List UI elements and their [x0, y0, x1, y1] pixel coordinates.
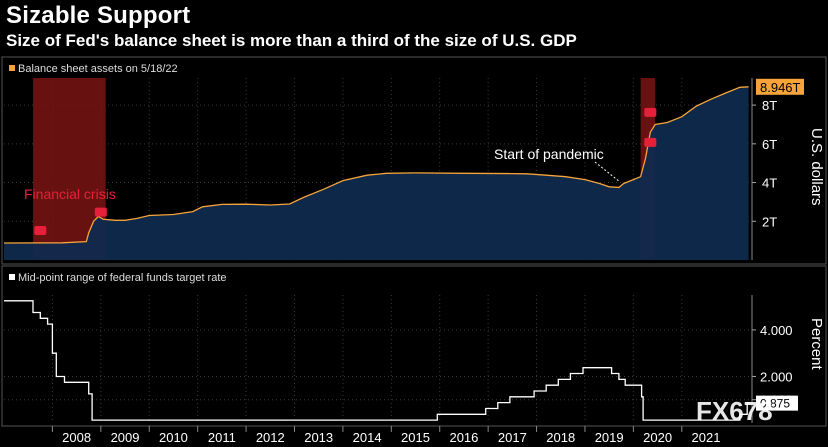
- financial-crisis-annotation: Financial crisis: [24, 186, 116, 202]
- x-tick-label-2020: 2020: [643, 430, 672, 445]
- balance-legend-swatch: [9, 65, 15, 71]
- x-tick-label-2019: 2019: [595, 430, 624, 445]
- event-marker-1: [94, 207, 107, 217]
- x-tick-label-2016: 2016: [449, 430, 478, 445]
- rate-legend-label: Mid-point range of federal funds target …: [18, 272, 227, 284]
- balance-legend-label: Balance sheet assets on 5/18/22: [18, 63, 178, 75]
- watermark: FX678: [696, 396, 773, 426]
- x-tick-label-2015: 2015: [401, 430, 430, 445]
- x-tick-label-2012: 2012: [256, 430, 285, 445]
- bottom-y-axis-title: Percent: [808, 318, 825, 371]
- pandemic-annotation: Start of pandemic: [494, 146, 604, 162]
- x-tick-label-2010: 2010: [159, 430, 188, 445]
- top-ytick-label-1: 4T: [762, 176, 777, 191]
- balance-last-value-label: 8.946T: [760, 80, 801, 95]
- balance-last-value-badge: [756, 78, 804, 95]
- bottom-ytick-label-2: 4.000: [760, 323, 793, 338]
- x-tick-label-2021: 2021: [692, 430, 721, 445]
- rate-legend-swatch: [9, 274, 15, 280]
- top-ytick-label-2: 6T: [762, 137, 777, 152]
- event-marker-3: [644, 137, 657, 147]
- x-tick-label-2008: 2008: [62, 430, 91, 445]
- event-marker-0: [34, 225, 47, 235]
- top-y-axis-title: U.S. dollars: [808, 128, 825, 206]
- chart-subtitle: Size of Fed's balance sheet is more than…: [6, 31, 577, 50]
- bottom-ytick-label-1: 2.000: [760, 369, 793, 384]
- event-marker-2: [644, 107, 657, 117]
- balance-sheet-line: [3, 86, 749, 244]
- x-tick-label-2017: 2017: [498, 430, 527, 445]
- x-tick-label-2018: 2018: [546, 430, 575, 445]
- x-tick-label-2011: 2011: [208, 430, 236, 445]
- top-panel-frame: [1, 56, 827, 265]
- top-ytick-label-3: 8T: [762, 98, 777, 113]
- x-tick-label-2014: 2014: [353, 430, 382, 445]
- x-tick-label-2013: 2013: [304, 430, 333, 445]
- chart-title: Sizable Support: [6, 2, 191, 29]
- rate-last-value-label: 0.875: [760, 397, 790, 411]
- x-tick-label-2009: 2009: [111, 430, 140, 445]
- rate-last-value-badge: [756, 395, 798, 411]
- top-ytick-label-0: 2T: [762, 214, 777, 229]
- fed-funds-rate-line: [4, 300, 750, 421]
- balance-sheet-area: [4, 86, 749, 260]
- pandemic-annotation-pointer: [594, 161, 621, 183]
